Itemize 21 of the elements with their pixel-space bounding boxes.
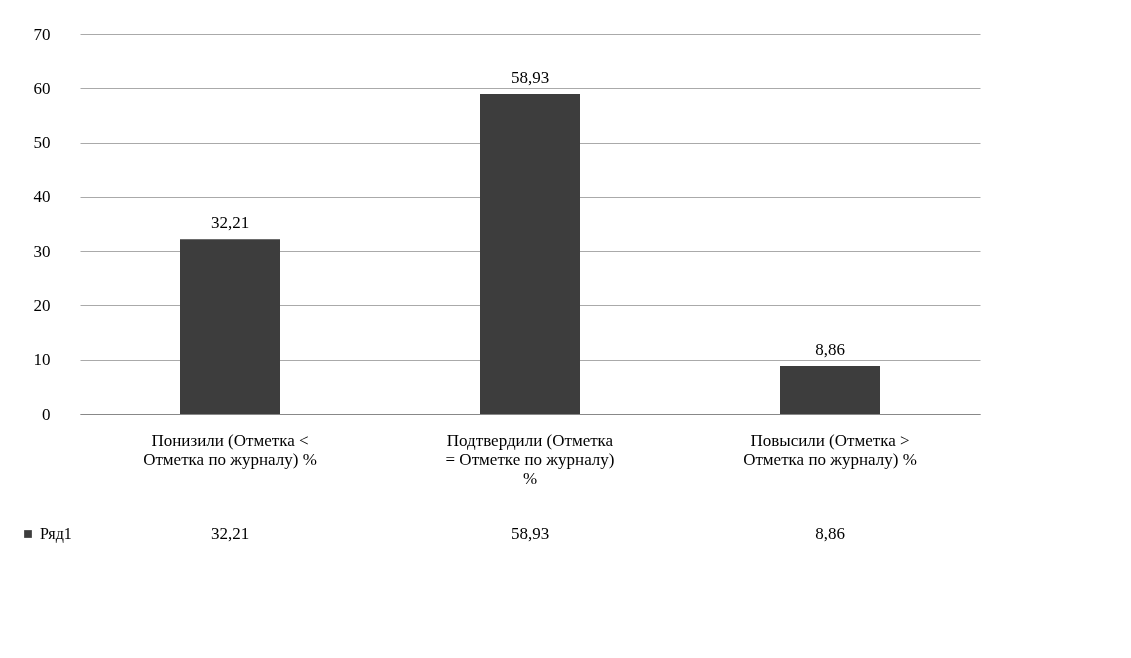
bar [780, 365, 880, 414]
text: 58,93 [510, 68, 550, 88]
data-label: 32,21 [210, 524, 250, 543]
legend-label: Ряд1 [40, 525, 72, 543]
y-tick-label: 70 [33, 24, 51, 44]
data-label: 8,86 [815, 524, 845, 543]
x-tick-label: Подтвердили (Отметка = Отметке по журналу) % [445, 430, 615, 488]
y-tick-label: 10 [33, 350, 51, 370]
y-tick-label: 50 [33, 133, 51, 153]
text: 32,21 [210, 213, 250, 233]
text: 8,86 [815, 339, 845, 359]
data-label: 58,93 [510, 524, 550, 543]
y-tick-label: 20 [33, 295, 51, 315]
bar [480, 94, 580, 414]
bar [180, 239, 280, 414]
x-tick-label: Повысили (Отметка > Отметка по журналу) % [743, 430, 917, 469]
y-tick-label: 60 [33, 78, 51, 98]
y-tick-label: 0 [42, 404, 51, 424]
x-tick-label: Понизили (Отметка < Отметка по журналу) % [143, 430, 317, 469]
y-tick-label: 30 [33, 241, 51, 261]
y-tick-label: 40 [33, 187, 51, 207]
